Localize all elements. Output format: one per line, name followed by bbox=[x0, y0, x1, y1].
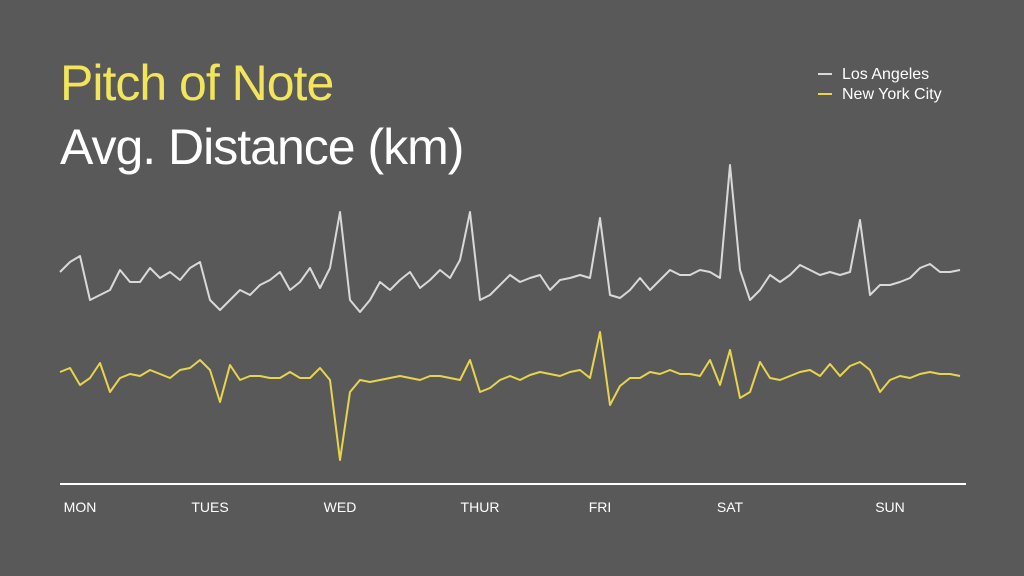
x-tick-label: SUN bbox=[875, 499, 905, 515]
x-tick-label: FRI bbox=[589, 499, 612, 515]
series-line bbox=[59, 331, 961, 461]
x-tick-label: WED bbox=[324, 499, 357, 515]
x-tick-label: SAT bbox=[717, 499, 744, 515]
x-tick-label: TUES bbox=[191, 499, 228, 515]
x-tick-label: THUR bbox=[461, 499, 500, 515]
x-tick-label: MON bbox=[64, 499, 97, 515]
chart-title: Pitch of Note bbox=[60, 55, 333, 111]
chart-subtitle: Avg. Distance (km) bbox=[60, 119, 463, 175]
legend-label: Los Angeles bbox=[842, 66, 929, 83]
series-line bbox=[59, 164, 961, 313]
legend-label: New York City bbox=[842, 86, 942, 103]
